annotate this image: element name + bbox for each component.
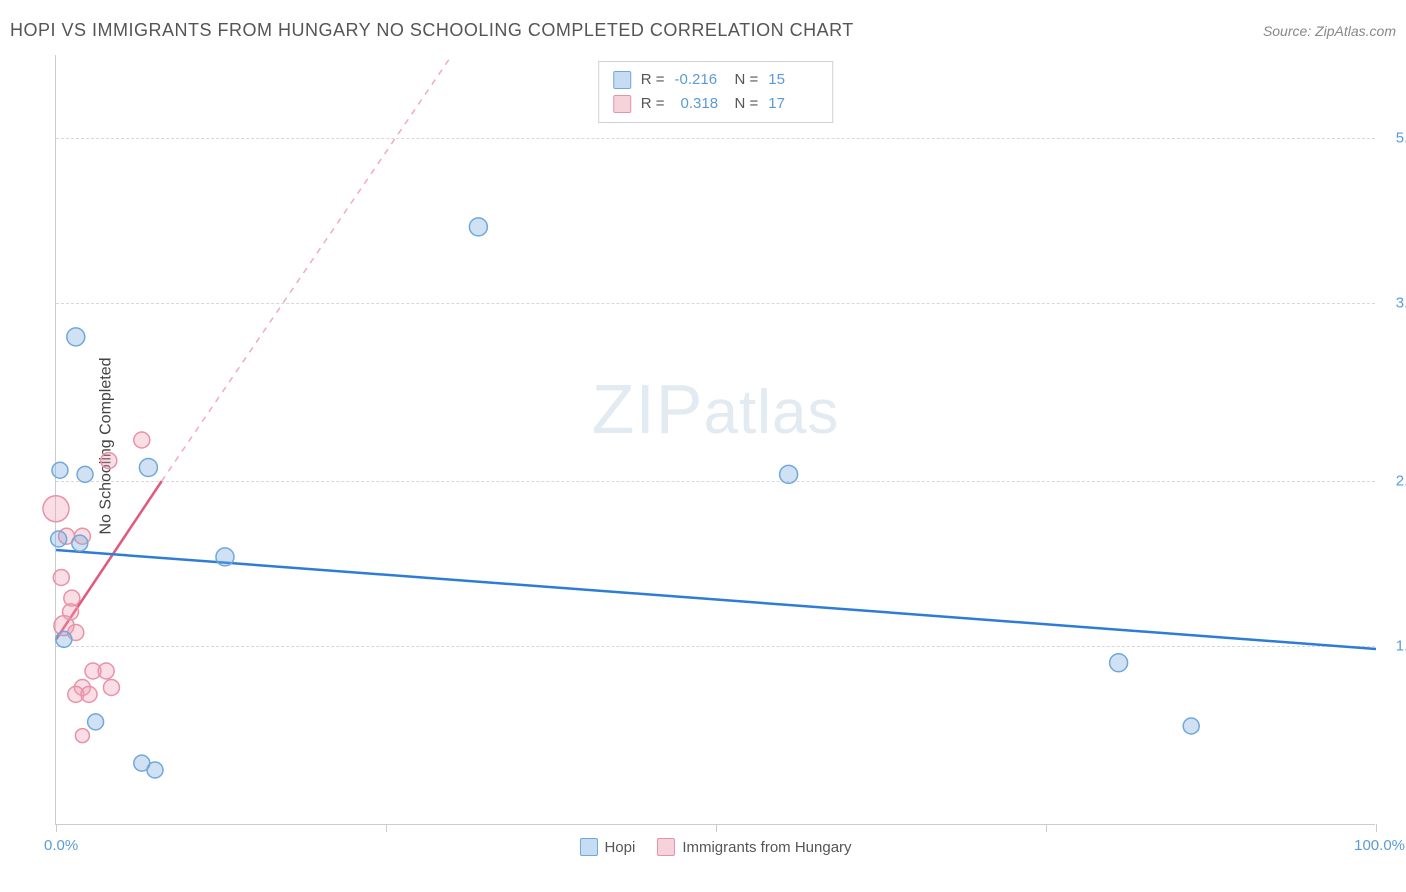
data-point-hopi (1183, 718, 1199, 734)
data-point-hopi (1110, 654, 1128, 672)
data-point-hopi (147, 762, 163, 778)
x-tick (1046, 824, 1047, 832)
chart-title: HOPI VS IMMIGRANTS FROM HUNGARY NO SCHOO… (10, 20, 854, 41)
data-point-hungary (81, 686, 97, 702)
data-point-hopi (52, 462, 68, 478)
data-point-hungary (53, 570, 69, 586)
data-point-hopi (51, 531, 67, 547)
data-point-hopi (139, 459, 157, 477)
legend-swatch-hungary-icon (657, 838, 675, 856)
r-value-hopi: -0.216 (675, 68, 725, 92)
data-point-hopi (56, 631, 72, 647)
legend-series: Hopi Immigrants from Hungary (579, 838, 851, 856)
data-point-hopi (469, 218, 487, 236)
r-value-hungary: 0.318 (675, 92, 725, 116)
source-label: Source: ZipAtlas.com (1263, 23, 1396, 39)
data-point-hopi (67, 328, 85, 346)
data-point-hungary (75, 729, 89, 743)
x-tick (716, 824, 717, 832)
plot-area: ZIPatlas 1.3%2.5%3.8%5.0% R = -0.216 N =… (55, 55, 1375, 825)
y-tick-label: 5.0% (1380, 129, 1406, 146)
data-point-hungary (134, 432, 150, 448)
data-point-hopi (72, 535, 88, 551)
n-value-hungary: 17 (768, 92, 818, 116)
legend-swatch-hopi (613, 71, 631, 89)
data-point-hungary (98, 663, 114, 679)
n-value-hopi: 15 (768, 68, 818, 92)
y-tick-label: 3.8% (1380, 294, 1406, 311)
x-axis-max: 100.0% (1354, 837, 1405, 854)
data-point-hopi (780, 465, 798, 483)
y-tick-label: 1.3% (1380, 638, 1406, 655)
legend-stats: R = -0.216 N = 15 R = 0.318 N = 17 (598, 61, 834, 123)
y-tick-label: 2.5% (1380, 473, 1406, 490)
legend-swatch-hopi-icon (579, 838, 597, 856)
scatter-chart (56, 55, 1375, 824)
data-point-hopi (216, 548, 234, 566)
legend-swatch-hungary (613, 95, 631, 113)
data-point-hopi (88, 714, 104, 730)
legend-label-hungary: Immigrants from Hungary (682, 839, 851, 856)
x-axis-min: 0.0% (44, 837, 78, 854)
trendline-dashed-hungary (162, 55, 452, 481)
data-point-hopi (77, 466, 93, 482)
x-tick (386, 824, 387, 832)
x-tick (1376, 824, 1377, 832)
data-point-hungary (103, 680, 119, 696)
data-point-hungary (101, 453, 117, 469)
trendline-hopi (56, 550, 1376, 649)
data-point-hungary (43, 496, 69, 522)
x-tick (56, 824, 57, 832)
legend-label-hopi: Hopi (604, 839, 635, 856)
